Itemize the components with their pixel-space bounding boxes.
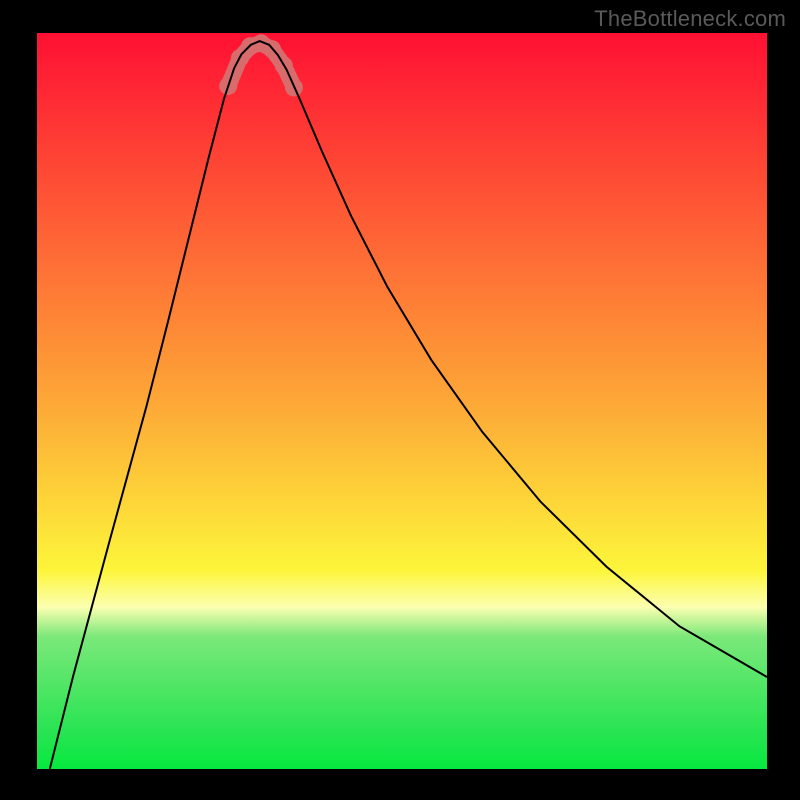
bottleneck-curve: [50, 41, 767, 769]
curve-svg: [37, 33, 767, 769]
plot-area: [37, 33, 767, 769]
watermark: TheBottleneck.com: [594, 6, 786, 32]
